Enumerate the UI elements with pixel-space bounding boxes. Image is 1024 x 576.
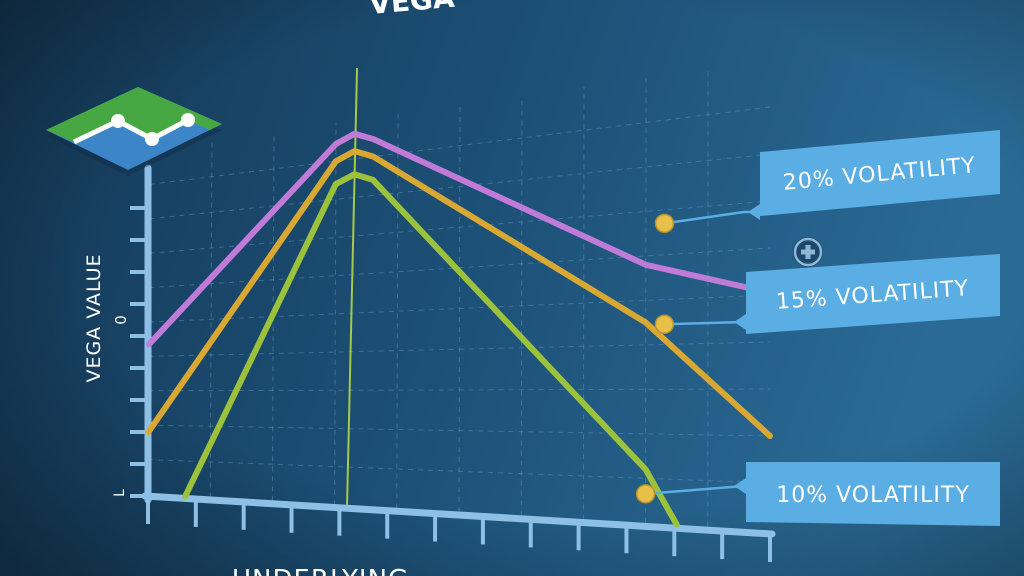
y-tick-label-bottom: L (112, 489, 128, 497)
series-line (145, 130, 773, 348)
peak-reference-line (346, 67, 359, 506)
grid-line-horizontal (148, 388, 771, 392)
series-lines (145, 130, 773, 528)
y-tick-label-middle: 0 (112, 315, 130, 325)
y-axis-label: VEGA VALUE (83, 253, 105, 382)
series-label-notch (748, 204, 760, 220)
grid-line-vertical (582, 86, 585, 520)
series-marker (654, 213, 675, 234)
x-axis (141, 492, 776, 538)
axes (130, 164, 776, 562)
series-line (182, 171, 680, 528)
series-label-notch (734, 478, 746, 494)
series-marker (654, 314, 675, 335)
series-label-text: 10% VOLATILITY (776, 483, 970, 508)
series-line (145, 148, 773, 439)
grid-line-horizontal (148, 294, 771, 323)
series-marker (635, 484, 656, 504)
series-label-box (760, 130, 1000, 216)
plus-icon[interactable] (793, 237, 823, 267)
series-label-box (746, 254, 1000, 334)
grid-line-horizontal (148, 424, 771, 437)
series-label-box (746, 462, 1000, 526)
x-axis-label: UNDERLYING (232, 565, 409, 576)
grid-line-horizontal (148, 459, 771, 484)
grid-line-vertical (458, 104, 461, 513)
grid-line-vertical (334, 122, 337, 505)
chart-logo-icon (46, 87, 222, 176)
series-label-notch (734, 314, 746, 330)
grid-line-horizontal (149, 200, 771, 254)
series-markers (635, 213, 675, 504)
grid-line-horizontal (149, 106, 771, 185)
grid-line-horizontal (149, 153, 771, 220)
